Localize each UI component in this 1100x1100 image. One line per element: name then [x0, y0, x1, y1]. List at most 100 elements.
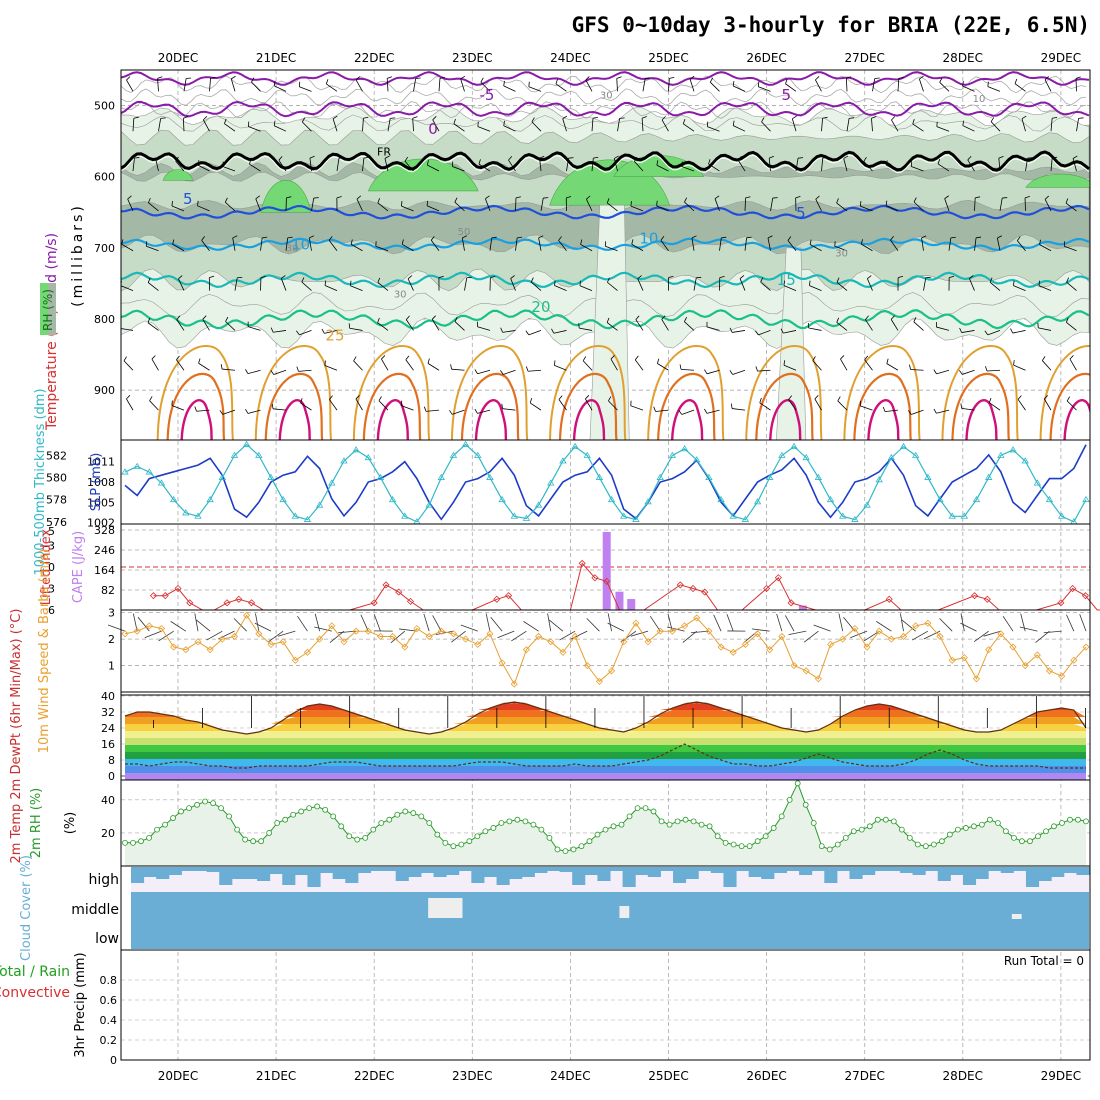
- precip-run-total: Run Total = 0: [1004, 954, 1084, 968]
- li-point: [983, 595, 991, 603]
- wind-barb-flag: [730, 403, 733, 409]
- wind-barb: [232, 237, 236, 251]
- wind-barb: [1064, 245, 1077, 252]
- wind-barb-flag: [871, 116, 877, 119]
- temp-contour-diurnal: [657, 372, 716, 440]
- wind-barb: [767, 237, 771, 251]
- thickness-point: [486, 473, 494, 480]
- precip-tick: 0.2: [100, 1034, 118, 1047]
- wind-barb: [377, 282, 389, 291]
- li-point: [161, 592, 169, 600]
- wind10-point: [1033, 651, 1041, 659]
- rh2m-point: [706, 823, 713, 830]
- wind10-barb: [1002, 615, 1014, 632]
- wind-barb-flag: [203, 115, 208, 121]
- rh2m-point: [1051, 823, 1057, 830]
- li-point: [1057, 599, 1065, 607]
- wind10-barb: [360, 614, 369, 632]
- wind-barb: [707, 126, 720, 132]
- wind-barb: [681, 368, 695, 371]
- wind-barb-flag: [645, 77, 651, 79]
- rh2m-point: [714, 833, 721, 840]
- wind10-point: [522, 646, 530, 654]
- li-tick: 6: [48, 604, 55, 617]
- wind-barb-flag: [967, 156, 972, 161]
- li-point: [186, 599, 194, 607]
- rh2m-point: [138, 838, 144, 845]
- rh2m-point: [474, 833, 481, 840]
- rh2m-point: [842, 834, 849, 841]
- rh2m-point: [642, 805, 649, 812]
- wind-barb: [962, 369, 975, 375]
- thickness-point: [960, 512, 969, 519]
- wind-barb-flag: [405, 315, 410, 320]
- temp-tick: 0: [108, 770, 115, 783]
- rh2m-point: [818, 843, 825, 850]
- wind10-barb: [960, 613, 965, 632]
- wind-barb: [1076, 118, 1079, 132]
- wind-barb: [708, 163, 720, 172]
- wind-barb: [260, 237, 263, 251]
- cloud-high-bar: [483, 867, 498, 877]
- thickness-point: [133, 462, 141, 469]
- wind10-barb: [497, 630, 515, 639]
- cloud-high-bar: [811, 867, 825, 871]
- wind10-point: [364, 627, 372, 635]
- thickness-point: [145, 468, 154, 475]
- wind-barb-flag: [641, 116, 647, 119]
- wind10-point: [498, 659, 506, 667]
- wind-barb: [1072, 158, 1077, 172]
- wind-barb: [538, 237, 542, 251]
- wind-barb: [407, 278, 414, 291]
- wind-barb: [714, 198, 720, 212]
- rh2m-point: [402, 808, 409, 815]
- date-label-top: 24DEC: [550, 51, 590, 65]
- wind-barb-flag: [585, 395, 590, 400]
- wind-barb: [691, 237, 695, 251]
- wind-barb-flag: [898, 275, 904, 278]
- thickness-point: [814, 473, 823, 480]
- wind10-barb: [195, 619, 211, 632]
- wind-barb: [273, 408, 287, 411]
- temp-contour-20: [121, 309, 1090, 330]
- wind10-barb: [451, 630, 466, 643]
- rh2m-point: [362, 834, 369, 841]
- wind-barb-flag: [1038, 280, 1040, 286]
- wind-barb-flag: [262, 236, 268, 239]
- cloud-high-bar: [912, 867, 926, 875]
- wind10-point: [899, 632, 908, 641]
- cloud-high-bar: [799, 867, 813, 875]
- wind-barb: [401, 405, 414, 411]
- temp-contour-diurnal: [941, 345, 1019, 440]
- wind-barb-flag: [822, 156, 828, 159]
- cloud-high-bar: [206, 867, 220, 872]
- wind10-barb: [137, 616, 150, 632]
- temp-contour-diurnal: [254, 345, 333, 440]
- wind-barb-flag: [1014, 78, 1018, 84]
- wind-barb-flag: [1078, 117, 1084, 119]
- cape-tick: 164: [94, 564, 115, 577]
- cloud-high-bar: [748, 867, 762, 877]
- wind10-barb: [194, 613, 199, 632]
- wind-barb-flag: [432, 116, 437, 121]
- temp-contour-diurnal: [1039, 345, 1090, 440]
- wind-barb-flag: [245, 369, 249, 374]
- wind10-barb: [107, 624, 126, 632]
- li-tick: 0: [48, 561, 55, 574]
- wind10-line: [124, 614, 1087, 686]
- wind-barb: [890, 319, 899, 331]
- wind10-barb: [960, 622, 977, 632]
- wind-barb: [689, 78, 695, 92]
- thickness-point: [668, 451, 677, 458]
- wind-barb-flag: [843, 155, 849, 159]
- thickness-point: [924, 473, 932, 480]
- wind-barb: [872, 78, 876, 92]
- wind-barb: [401, 205, 414, 212]
- slp-tick: 1011: [87, 456, 115, 469]
- wind-barb: [591, 118, 594, 132]
- wind-barb-flag: [412, 116, 418, 119]
- wind-barb: [249, 163, 261, 172]
- rh2m-point: [314, 803, 321, 810]
- wind-barb-flag: [885, 200, 888, 206]
- rh-contour-label: 30: [394, 290, 407, 301]
